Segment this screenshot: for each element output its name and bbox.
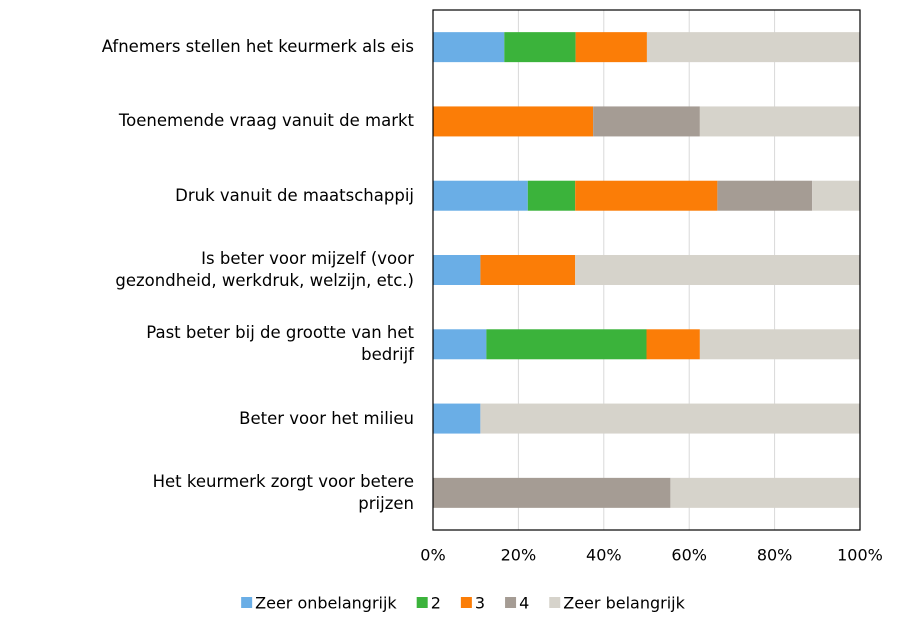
category-label: Beter voor het milieu	[239, 408, 414, 428]
bar-segment	[670, 477, 860, 508]
legend-label: 3	[475, 594, 485, 613]
bar-segment	[527, 180, 576, 211]
category-label: Afnemers stellen het keurmerk als eis	[101, 37, 414, 57]
legend-swatch	[505, 597, 517, 608]
x-tick-label: 20%	[501, 546, 537, 565]
bar-segment	[433, 255, 481, 285]
legend-label: Zeer onbelangrijk	[255, 594, 397, 613]
bar-segment	[593, 106, 700, 137]
bar-segment	[717, 180, 813, 211]
x-tick-label: 80%	[757, 546, 793, 565]
category-label: Druk vanuit de maatschappij	[175, 185, 414, 205]
bar-segment	[575, 32, 647, 63]
x-tick-label: 40%	[586, 546, 622, 565]
legend-label: 4	[519, 594, 529, 613]
bar-segment	[433, 329, 487, 360]
legend-swatch	[416, 597, 428, 608]
bar-segment	[575, 255, 860, 285]
legend-swatch	[460, 597, 472, 608]
category-label: Het keurmerk zorgt voor betere prijzen	[152, 471, 414, 513]
bar-segment	[433, 180, 528, 211]
bar-segment	[433, 32, 505, 63]
plot-border	[432, 9, 861, 531]
category-label: Toenemende vraag vanuit de markt	[118, 111, 414, 131]
bar-segment	[433, 106, 594, 137]
bar-segment	[646, 329, 700, 360]
legend-label: Zeer belangrijk	[563, 594, 685, 613]
bar-segment	[486, 329, 647, 360]
x-tick-label: 0%	[420, 546, 445, 565]
bar-segment	[480, 403, 860, 434]
bar-segment	[433, 403, 481, 434]
legend-label: 2	[431, 594, 441, 613]
bar-segment	[575, 180, 718, 211]
category-label: Past beter bij de grootte van het bedrij…	[146, 323, 414, 365]
bar-segment	[480, 255, 576, 285]
legend-swatch	[241, 597, 253, 608]
x-tick-label: 100%	[837, 546, 883, 565]
bar-segment	[812, 180, 860, 211]
legend-swatch	[549, 597, 561, 608]
bar-segment	[504, 32, 576, 63]
bar-segment	[699, 329, 860, 360]
category-label: Is beter voor mijzelf (voor gezondheid, …	[115, 249, 414, 290]
bar-segment	[433, 477, 671, 508]
legend: Zeer onbelangrijk 2 3 4 Zeer belangrijk	[241, 594, 686, 613]
x-tick-label: 60%	[671, 546, 707, 565]
bar-segment	[699, 106, 860, 137]
bar-segment	[646, 32, 861, 63]
